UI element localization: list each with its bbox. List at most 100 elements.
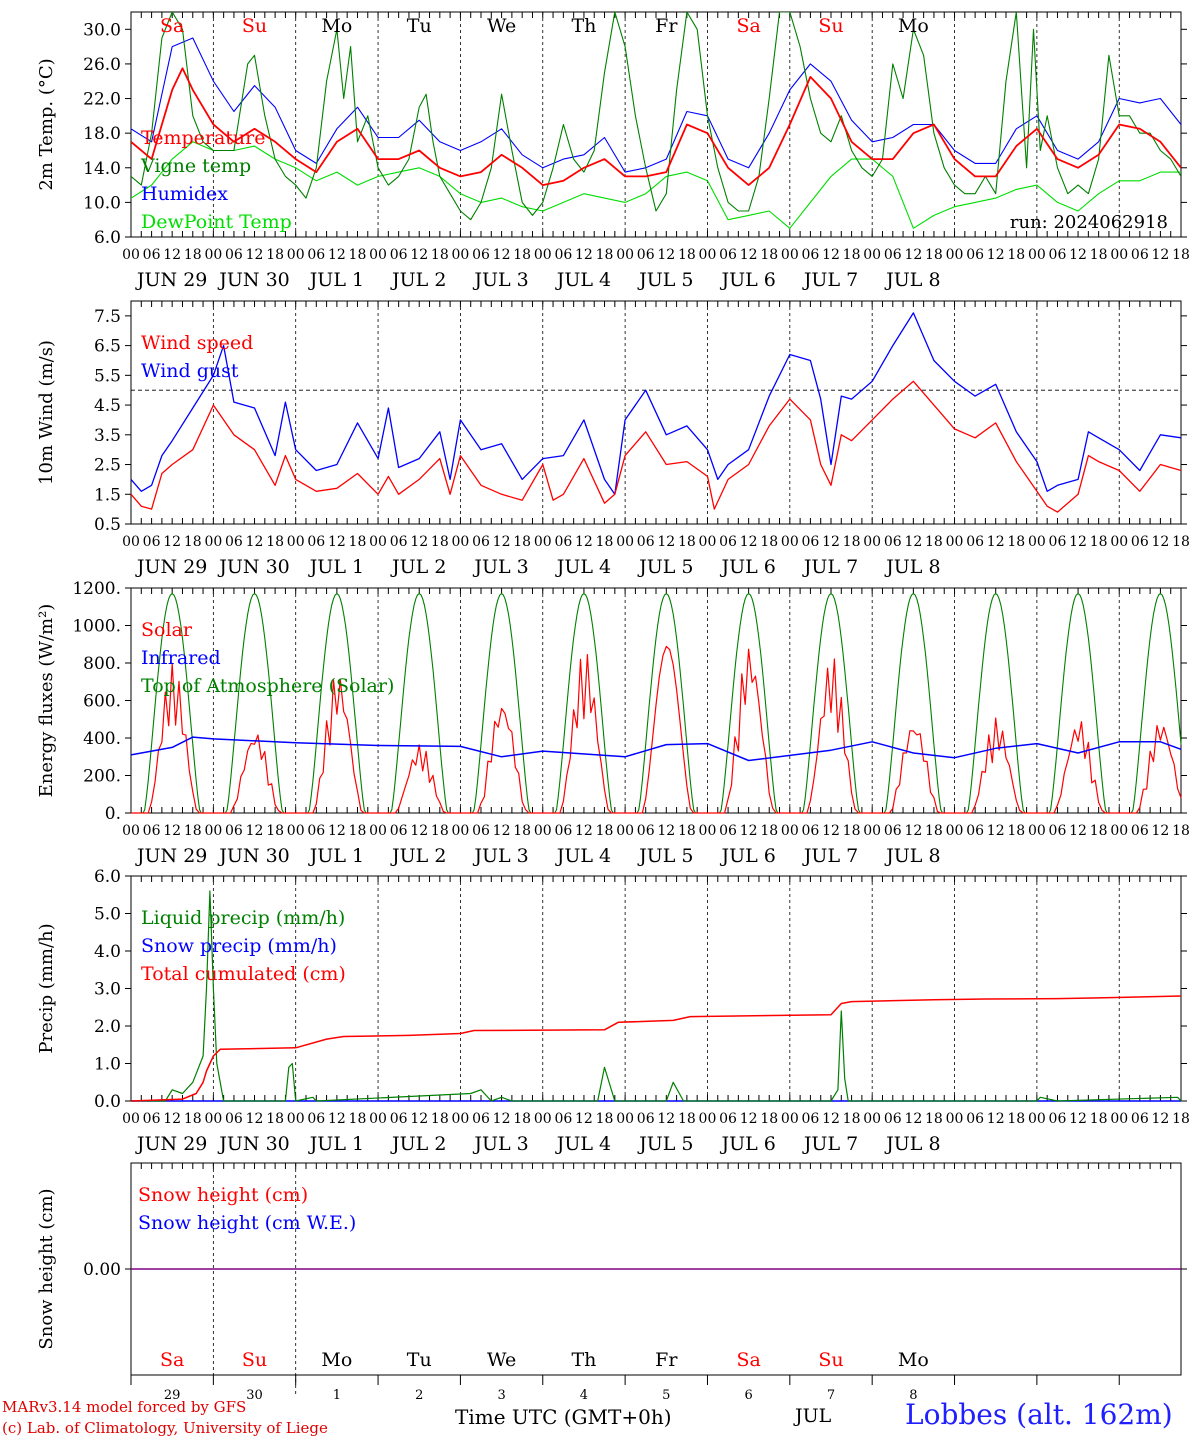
legend-snow-height-cm: Snow height (cm)	[138, 1184, 308, 1206]
day-of-week-label: Tu	[407, 15, 432, 37]
hour-tick-label: 00	[204, 1111, 222, 1127]
date-label: JUL 5	[637, 269, 693, 291]
hour-tick-label: 12	[1151, 247, 1169, 263]
day-number-label: 1	[333, 1388, 341, 1403]
date-label: JUL 2	[390, 269, 446, 291]
hour-tick-label: 00	[369, 1111, 387, 1127]
hour-tick-label: 18	[431, 247, 449, 263]
hour-tick-label: 00	[616, 1111, 634, 1127]
hour-tick-label: 12	[740, 534, 758, 550]
hour-tick-label: 00	[1110, 1111, 1128, 1127]
legend-liquid-precip-mm-h: Liquid precip (mm/h)	[141, 907, 345, 929]
hour-tick-label: 00	[287, 247, 305, 263]
hour-tick-label: 00	[1028, 823, 1046, 839]
hour-tick-label: 18	[925, 823, 943, 839]
date-label: JUL 2	[390, 556, 446, 578]
day-of-week-label: Mo	[898, 15, 929, 37]
hour-tick-label: 06	[307, 823, 325, 839]
x-axis-title: Time UTC (GMT+0h)	[455, 1405, 672, 1429]
day-of-week-label: Sa	[160, 15, 184, 37]
hour-tick-label: 06	[719, 534, 737, 550]
date-label: JUL 6	[719, 556, 775, 578]
date-label: JUL 5	[637, 556, 693, 578]
day-of-week-label: Su	[242, 15, 267, 37]
y-tick-label: 1.0	[94, 1055, 121, 1075]
hour-tick-label: 18	[1007, 823, 1025, 839]
hour-tick-label: 12	[575, 247, 593, 263]
hour-tick-label: 06	[225, 247, 243, 263]
hour-tick-label: 12	[987, 823, 1005, 839]
y-tick-label: 10.0	[83, 193, 121, 213]
hour-tick-label: 18	[1090, 823, 1108, 839]
hour-tick-label: 18	[1090, 534, 1108, 550]
date-label: JUL 8	[884, 845, 940, 867]
day-of-week-label: Sa	[736, 15, 760, 37]
hour-tick-label: 00	[946, 247, 964, 263]
hour-tick-label: 18	[184, 1111, 202, 1127]
series-dewpoint-temp	[131, 141, 1181, 229]
hour-tick-label: 06	[637, 534, 655, 550]
date-label: JUL 6	[719, 1133, 775, 1155]
hour-tick-label: 12	[904, 534, 922, 550]
hour-tick-label: 12	[987, 1111, 1005, 1127]
hour-tick-label: 06	[966, 534, 984, 550]
hour-tick-label: 06	[390, 534, 408, 550]
legend-snow-height-cm-we: Snow height (cm W.E.)	[138, 1212, 356, 1234]
hour-tick-label: 00	[616, 534, 634, 550]
hour-tick-label: 18	[760, 247, 778, 263]
y-tick-label: 4.5	[94, 396, 121, 416]
y-tick-label: 5.5	[94, 366, 121, 386]
hour-tick-label: 18	[1172, 1111, 1190, 1127]
y-axis-label: 2m Temp. (°C)	[36, 58, 57, 190]
day-of-week-label: Th	[571, 1349, 596, 1371]
legend-snow-precip-mm-h: Snow precip (mm/h)	[141, 935, 337, 957]
hour-tick-label: 18	[266, 823, 284, 839]
date-label: JUL 1	[308, 556, 364, 578]
hour-tick-label: 12	[246, 1111, 264, 1127]
hour-tick-label: 12	[987, 247, 1005, 263]
day-number-label: 30	[246, 1388, 263, 1403]
legend-wind-speed: Wind speed	[141, 332, 253, 354]
legend-vigne-temp: Vigne temp	[140, 155, 251, 177]
station-label: Lobbes (alt. 162m)	[905, 1398, 1173, 1431]
day-number-label: 4	[580, 1388, 588, 1403]
date-label: JUL 4	[555, 845, 611, 867]
hour-tick-label: 12	[657, 1111, 675, 1127]
hour-tick-label: 00	[1028, 534, 1046, 550]
y-tick-label: 30.0	[83, 20, 121, 40]
day-of-week-label: Su	[818, 1349, 843, 1371]
series-wind-speed	[130, 380, 1182, 513]
hour-tick-label: 18	[1007, 247, 1025, 263]
hour-tick-label: 12	[657, 247, 675, 263]
hour-tick-label: 12	[410, 1111, 428, 1127]
hour-tick-label: 12	[987, 534, 1005, 550]
hour-tick-label: 06	[472, 534, 490, 550]
legend-dewpoint-temp: DewPoint Temp	[141, 211, 292, 233]
hour-tick-label: 06	[966, 247, 984, 263]
hour-tick-label: 00	[699, 247, 717, 263]
date-label: JUN 30	[217, 556, 289, 578]
day-number-label: 2	[415, 1388, 423, 1403]
y-tick-label: 0.00	[83, 1260, 121, 1280]
day-of-week-label: Sa	[736, 1349, 760, 1371]
hour-tick-label: 06	[884, 534, 902, 550]
hour-tick-label: 12	[328, 534, 346, 550]
series-liquid-precip	[131, 890, 1182, 1102]
hour-tick-label: 18	[349, 247, 367, 263]
hour-tick-label: 06	[1131, 823, 1149, 839]
run-label: run: 2024062918	[1010, 212, 1168, 233]
hour-tick-label: 06	[1049, 823, 1067, 839]
day-of-week-label: Mo	[321, 1349, 352, 1371]
series-vigne-temp	[131, 12, 1181, 221]
hour-tick-label: 18	[266, 534, 284, 550]
y-tick-label: 0.	[105, 804, 121, 824]
y-tick-label: 18.0	[83, 124, 121, 144]
hour-tick-label: 18	[349, 1111, 367, 1127]
hour-tick-label: 00	[204, 247, 222, 263]
day-of-week-label: Th	[571, 15, 596, 37]
hour-tick-label: 06	[884, 823, 902, 839]
hour-tick-label: 00	[369, 823, 387, 839]
hour-tick-label: 06	[1131, 247, 1149, 263]
date-label: JUL 8	[884, 556, 940, 578]
hour-tick-label: 12	[740, 1111, 758, 1127]
